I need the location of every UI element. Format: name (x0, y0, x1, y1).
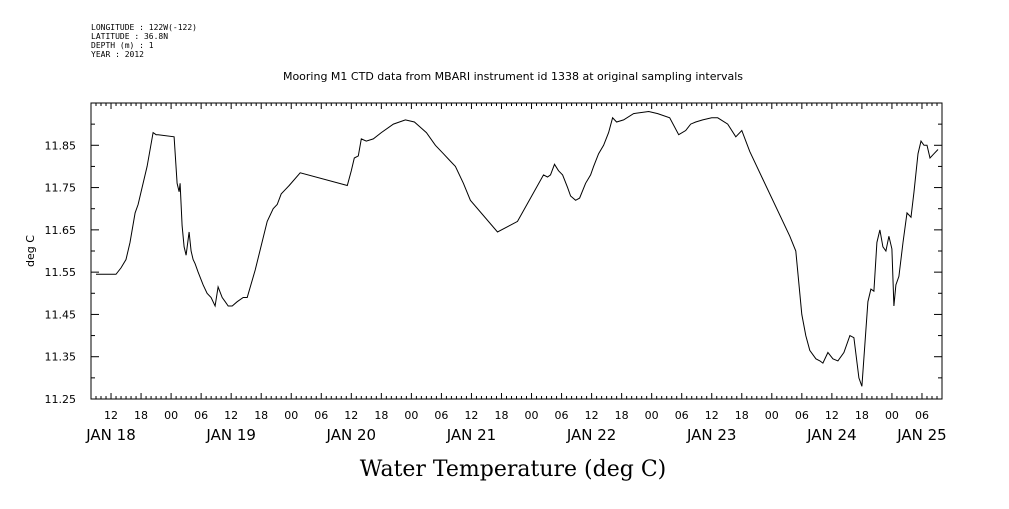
y-tick-label: 11.25 (45, 393, 77, 406)
x-tick-label: 18 (615, 409, 629, 422)
chart-title: Mooring M1 CTD data from MBARI instrumen… (283, 70, 743, 83)
x-day-label: JAN 19 (205, 426, 256, 444)
x-tick-label: 18 (855, 409, 869, 422)
x-day-label: JAN 21 (446, 426, 497, 444)
x-day-label: JAN 20 (326, 426, 377, 444)
x-tick-label: 12 (464, 409, 478, 422)
metadata-block: LONGITUDE : 122W(-122) LATITUDE : 36.8N … (91, 23, 197, 59)
x-tick-label: 18 (374, 409, 388, 422)
x-tick-label: 18 (494, 409, 508, 422)
x-tick-label: 06 (434, 409, 448, 422)
x-tick-label: 12 (224, 409, 238, 422)
x-tick-label: 12 (585, 409, 599, 422)
x-day-label: JAN 18 (85, 426, 136, 444)
y-tick-label: 11.35 (45, 351, 77, 364)
y-tick-label: 11.75 (45, 182, 77, 195)
series-line (96, 110, 939, 387)
x-tick-label: 18 (735, 409, 749, 422)
x-tick-label: 00 (645, 409, 659, 422)
x-tick-label: 12 (705, 409, 719, 422)
x-tick-label: 00 (765, 409, 779, 422)
x-day-label: JAN 23 (686, 426, 737, 444)
axis-ticks (90, 102, 943, 400)
x-day-label: JAN 25 (896, 426, 947, 444)
x-tick-label: 00 (404, 409, 418, 422)
x-tick-label: 12 (344, 409, 358, 422)
x-tick-label: 06 (675, 409, 689, 422)
x-axis-label: Water Temperature (deg C) (360, 457, 667, 482)
longitude-label: LONGITUDE : 122W(-122) (91, 23, 197, 32)
x-tick-label: 12 (825, 409, 839, 422)
x-tick-label: 18 (254, 409, 268, 422)
x-tick-label: 00 (164, 409, 178, 422)
x-tick-label: 06 (915, 409, 929, 422)
x-day-label: JAN 24 (806, 426, 857, 444)
plot-frame (90, 102, 943, 400)
x-tick-label: 00 (525, 409, 539, 422)
y-tick-label: 11.65 (45, 224, 77, 237)
x-tick-label: 18 (134, 409, 148, 422)
x-tick-label: 06 (795, 409, 809, 422)
y-tick-label: 11.85 (45, 139, 77, 152)
y-axis-label: deg C (24, 235, 37, 267)
depth-label: DEPTH (m) : 1 (91, 41, 154, 50)
x-day-label: JAN 22 (566, 426, 617, 444)
x-tick-label: 06 (555, 409, 569, 422)
x-tick-label: 00 (885, 409, 899, 422)
x-tick-label: 12 (104, 409, 118, 422)
y-tick-label: 11.45 (45, 308, 77, 321)
year-label: YEAR : 2012 (91, 50, 144, 59)
x-tick-label: 00 (284, 409, 298, 422)
y-tick-label: 11.55 (45, 266, 77, 279)
axis-tick-labels: 11.25 11.35 11.45 11.55 11.65 11.75 11.85 12 18 0… (45, 139, 947, 444)
x-tick-label: 06 (194, 409, 208, 422)
latitude-label: LATITUDE : 36.8N (91, 32, 168, 41)
x-tick-label: 06 (314, 409, 328, 422)
